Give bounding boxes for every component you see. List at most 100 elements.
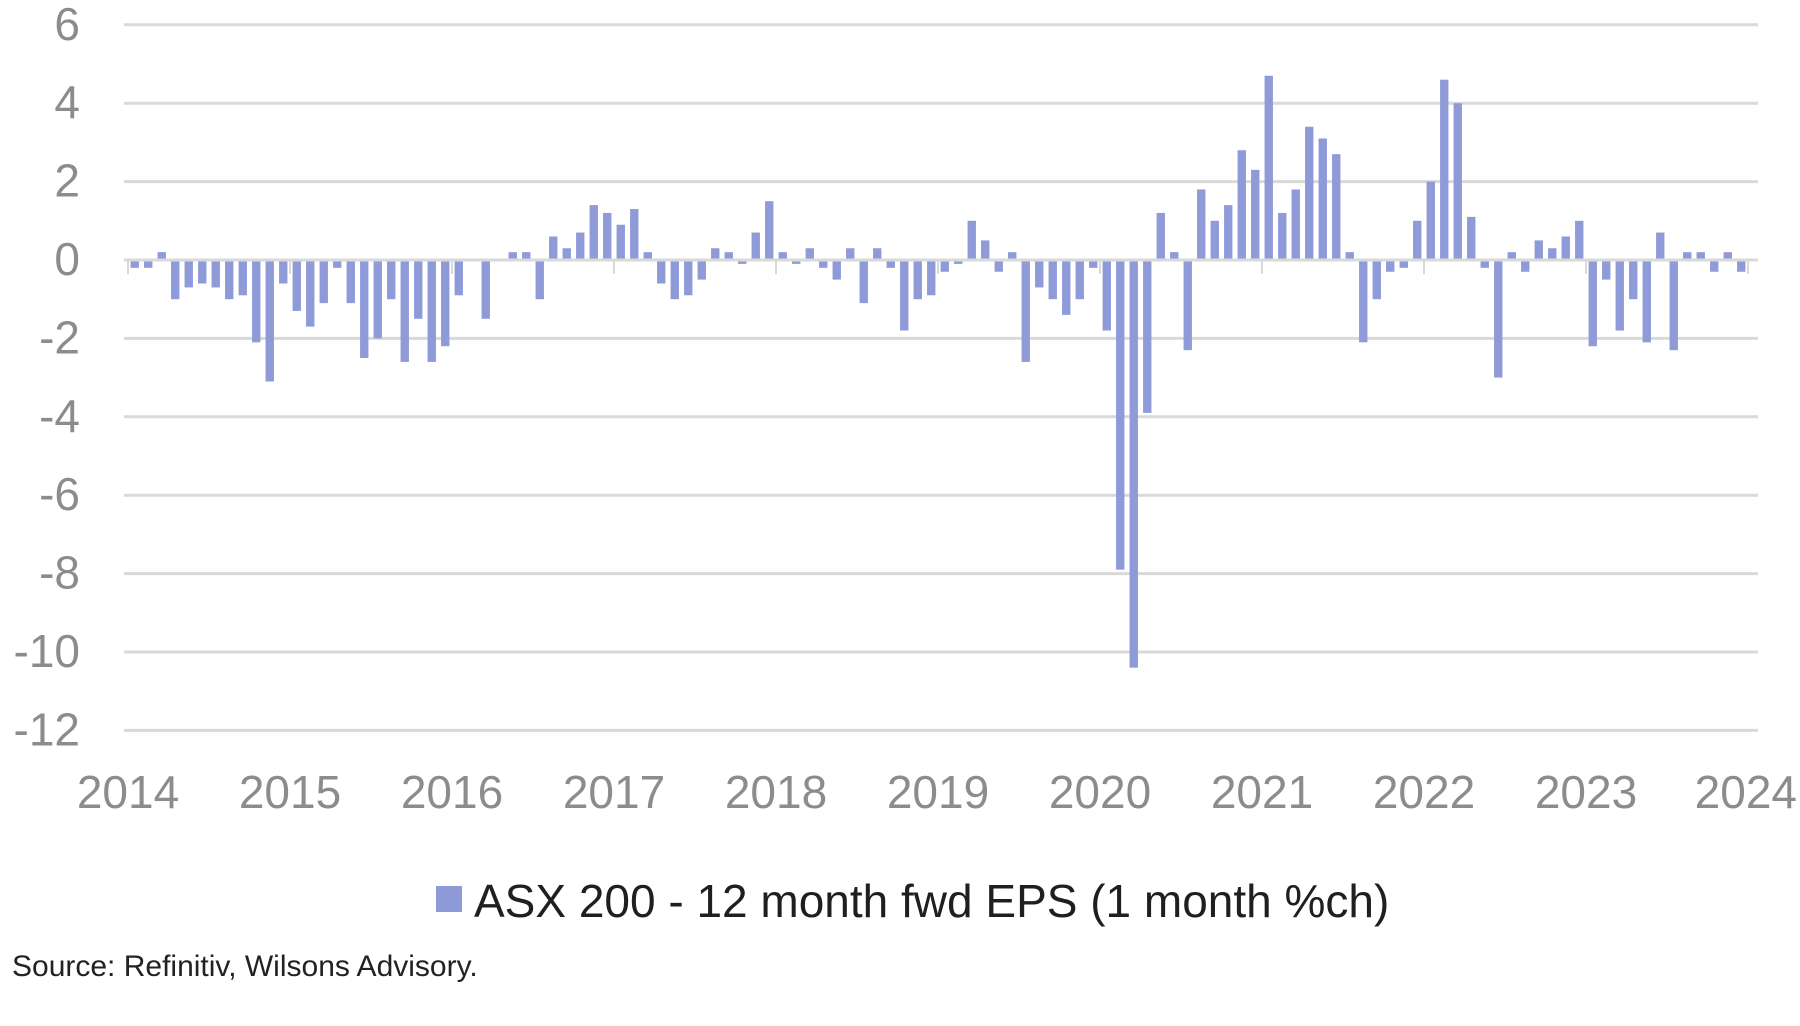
bar [1656, 232, 1665, 260]
y-tick-label: 2 [54, 155, 80, 207]
bar [886, 260, 895, 268]
bar [697, 260, 706, 280]
bar [1696, 252, 1705, 260]
bar [1575, 220, 1584, 260]
bar [765, 201, 774, 260]
x-tick-label: 2016 [401, 766, 503, 818]
bar [1359, 260, 1368, 343]
bar [373, 260, 382, 339]
bar [346, 260, 355, 304]
bar [1035, 260, 1044, 288]
legend-swatch [436, 886, 462, 912]
bar [1048, 260, 1057, 300]
bar [589, 205, 598, 260]
bar [1413, 220, 1422, 260]
bar [1399, 260, 1408, 268]
bar [846, 248, 855, 260]
x-tick-label: 2014 [77, 766, 179, 818]
bar [819, 260, 828, 268]
bar [1156, 212, 1165, 260]
bar [306, 260, 315, 327]
bar [1102, 260, 1111, 331]
source-note: Source: Refinitiv, Wilsons Advisory. [12, 950, 478, 983]
bar [400, 260, 409, 362]
bar [1251, 169, 1260, 260]
bar [1710, 260, 1719, 272]
bar [1494, 260, 1503, 378]
bar [481, 260, 490, 319]
bar [576, 232, 585, 260]
bar [981, 240, 990, 260]
bar [900, 260, 909, 331]
bar [1008, 252, 1017, 260]
bar [535, 260, 544, 300]
bar [751, 232, 760, 260]
x-axis-tick-labels: 2014 2015 2016 2017 2018 2019 2020 2021 2022 2023… [77, 766, 1797, 818]
bar [1332, 154, 1341, 260]
bar [562, 248, 571, 260]
bar [1075, 260, 1084, 300]
bar [1183, 260, 1192, 351]
bar [1021, 260, 1030, 362]
y-tick-label: 0 [54, 233, 80, 285]
bar [1683, 252, 1692, 260]
bar [1467, 216, 1476, 260]
bar [1669, 260, 1678, 351]
bar [1588, 260, 1597, 347]
bar [643, 252, 652, 260]
bar [994, 260, 1003, 272]
legend: ASX 200 - 12 month fwd EPS (1 month %ch) [436, 875, 1389, 927]
bar [454, 260, 463, 296]
bar [1143, 260, 1152, 413]
bar [940, 260, 949, 272]
bar [360, 260, 369, 358]
bar [603, 212, 612, 260]
bar [738, 260, 747, 264]
bar [1089, 260, 1098, 268]
x-tick-label: 2019 [887, 766, 989, 818]
bar [1210, 220, 1219, 260]
bar [967, 220, 976, 260]
bar [265, 260, 274, 382]
bar [1170, 252, 1179, 260]
x-tick-label: 2020 [1049, 766, 1151, 818]
gridlines [124, 23, 1758, 732]
bar [859, 260, 868, 304]
bar [1237, 150, 1246, 260]
bar [670, 260, 679, 300]
bar [279, 260, 288, 284]
bar [252, 260, 261, 343]
bar [1062, 260, 1071, 315]
bar [387, 260, 396, 300]
bar [927, 260, 936, 296]
bar [792, 260, 801, 264]
bar [711, 248, 720, 260]
bar [1507, 252, 1516, 260]
y-tick-label: 6 [54, 0, 80, 50]
bar [1305, 126, 1314, 260]
bar [778, 252, 787, 260]
bar [522, 252, 531, 260]
bar [630, 209, 639, 260]
bar [954, 260, 963, 264]
bar [1440, 79, 1449, 261]
y-axis-tick-labels: 6 4 2 0 -2 -4 -6 -8 -10 -12 [14, 0, 80, 755]
bar [1116, 260, 1125, 570]
bar [441, 260, 450, 347]
bar [171, 260, 180, 300]
y-tick-label: -12 [14, 703, 80, 755]
bar [1480, 260, 1489, 268]
bar [657, 260, 666, 284]
bar [157, 252, 166, 260]
bar [1318, 138, 1327, 260]
bar [1534, 240, 1543, 260]
bar [1548, 248, 1557, 260]
y-tick-label: -4 [39, 390, 80, 442]
legend-label: ASX 200 - 12 month fwd EPS (1 month %ch) [474, 875, 1389, 927]
bar [1737, 260, 1746, 272]
x-axis [124, 258, 1758, 274]
bar [1723, 252, 1732, 260]
bar [508, 252, 517, 260]
bar [211, 260, 220, 288]
bar [1521, 260, 1530, 272]
